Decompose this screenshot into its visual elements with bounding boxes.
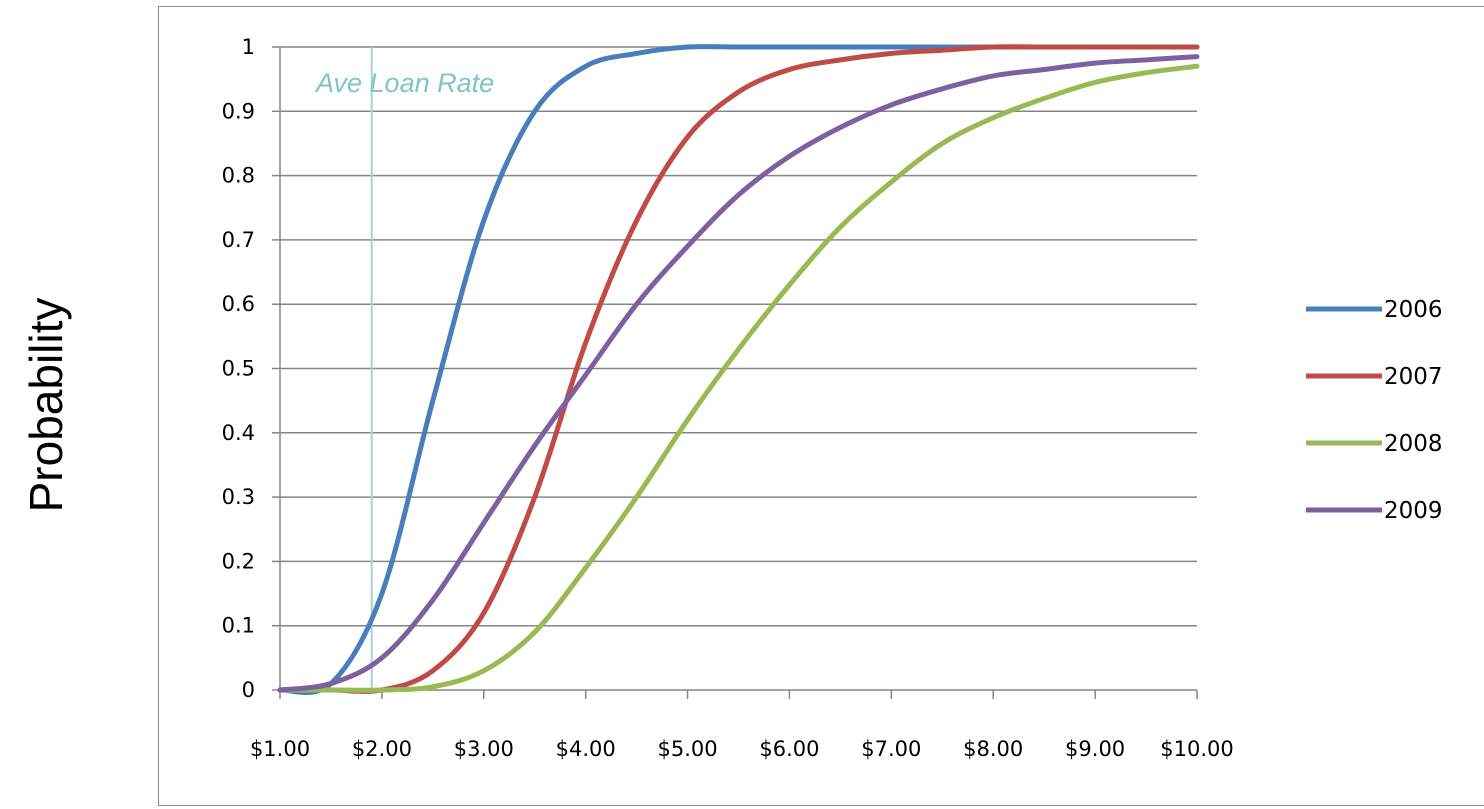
series-line-2007	[277, 44, 1200, 694]
x-tick-label: $5.00	[657, 737, 717, 761]
y-tick-label: 0	[242, 678, 255, 702]
legend-label-2006: 2006	[1384, 297, 1443, 323]
x-tick-label: $2.00	[352, 737, 412, 761]
axes: 0 0.1 0.2 0.3 0.4 0.5 0.6 0.7 0.8 0.9 1 $1.00 $2.00 $…	[222, 35, 1234, 761]
y-tick-label: 0.6	[222, 292, 255, 316]
x-tick-label: $3.00	[454, 737, 514, 761]
y-tick-label: 0.7	[222, 228, 255, 252]
legend-label-2009: 2009	[1384, 498, 1443, 524]
y-tick-label: 0.9	[222, 99, 255, 123]
gridlines	[280, 46, 1197, 627]
x-tick-label: $1.00	[250, 737, 310, 761]
series-line-2006	[277, 44, 1200, 695]
y-tick-label: 0.3	[222, 485, 255, 509]
series-line-2008	[277, 63, 1200, 693]
annotation-label: Ave Loan Rate	[314, 68, 494, 98]
x-tick-label: $4.00	[556, 737, 616, 761]
y-tick-label: 0.4	[222, 421, 255, 445]
y-tick-label: 1	[242, 35, 255, 59]
x-tick-label: $9.00	[1065, 737, 1125, 761]
legend[interactable]: 2006 2007 2008 2009	[1306, 297, 1443, 524]
y-tick-label: 0.2	[222, 549, 255, 573]
legend-label-2008: 2008	[1384, 431, 1443, 457]
y-tick-label: 0.8	[222, 164, 255, 188]
x-tick-label: $6.00	[759, 737, 819, 761]
x-tick-label: $8.00	[963, 737, 1023, 761]
y-tick-label: 0.1	[222, 614, 255, 638]
x-tick-label: $10.00	[1160, 737, 1233, 761]
legend-label-2007: 2007	[1384, 364, 1443, 390]
x-tick-label: $7.00	[861, 737, 921, 761]
annotation: Ave Loan Rate	[314, 47, 494, 690]
series-lines	[277, 44, 1200, 695]
y-tick-label: 0.5	[222, 357, 255, 381]
series-line-2009	[277, 54, 1200, 693]
